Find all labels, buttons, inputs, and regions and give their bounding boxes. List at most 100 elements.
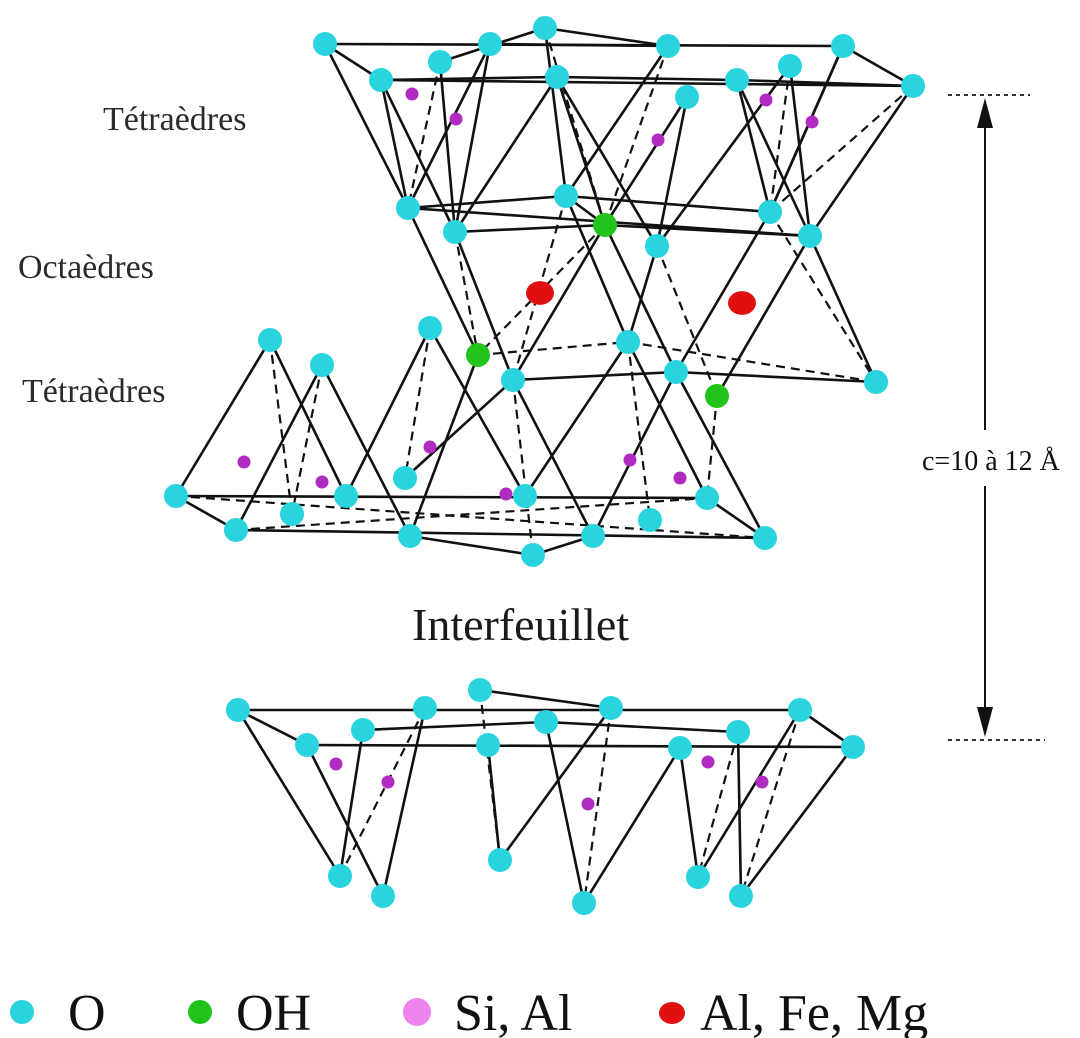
oxygen-atom	[695, 486, 719, 510]
si-al-cation	[701, 755, 715, 769]
bond-line	[477, 340, 629, 357]
si-al-cation	[623, 453, 637, 467]
bond-line	[627, 340, 877, 384]
al-fe-mg-cation	[728, 291, 756, 315]
label-octahedra: Octaèdres	[18, 249, 154, 286]
si-al-cation	[237, 455, 251, 469]
label-interlayer: Interfeuillet	[412, 599, 629, 650]
si-al-cation	[499, 487, 513, 501]
bond-line	[478, 688, 613, 710]
bond-line	[544, 720, 586, 905]
oxygen-atom	[428, 50, 452, 74]
spacing-marker: c=10 à 12 Å	[922, 94, 1061, 741]
bond-line	[511, 223, 607, 382]
bond-line	[344, 326, 432, 498]
bond-line	[582, 746, 682, 905]
oxygen-atom	[798, 224, 822, 248]
bond-line	[543, 26, 670, 48]
bond-line	[478, 689, 502, 861]
bond-line	[603, 45, 670, 226]
oxygen-atom	[725, 68, 749, 92]
bond-line	[603, 95, 689, 227]
bond-line	[453, 231, 480, 356]
oxygen-atom	[501, 368, 525, 392]
oxygen-atom	[295, 733, 319, 757]
oxygen-atom	[638, 508, 662, 532]
bond-line	[735, 78, 915, 88]
oxygen-atom	[645, 234, 669, 258]
al-fe-mg-cation	[526, 281, 554, 305]
oxygen-atom	[351, 718, 375, 742]
bond-line	[379, 78, 410, 210]
oxygen-atom	[729, 884, 753, 908]
bond-line	[705, 395, 719, 499]
oxygen-atom	[371, 884, 395, 908]
si-al-cation	[381, 775, 395, 789]
oxygen-atom	[313, 32, 337, 56]
legend: O OH Si, Al Al, Fe, Mg	[10, 985, 928, 1038]
bond-line	[453, 42, 492, 234]
bond-line	[626, 340, 709, 500]
oxygen-atom	[841, 735, 865, 759]
bond-line	[674, 370, 767, 540]
label-tetrahedra-bottom: Tétraèdres	[22, 373, 165, 410]
oxygen-atom	[476, 733, 500, 757]
bond-line	[339, 707, 426, 877]
oxygen-atom	[418, 316, 442, 340]
arrow-head-up	[977, 98, 993, 128]
oxygen-atom	[164, 484, 188, 508]
oxygen-atom	[280, 502, 304, 526]
bond-line	[555, 75, 659, 248]
bond-line	[406, 42, 492, 210]
bond-line	[544, 720, 740, 734]
oxygen-atom	[668, 736, 692, 760]
legend-hydroxyl-label: OH	[236, 985, 311, 1038]
bond-line	[408, 534, 535, 557]
legend-si-al-icon	[403, 998, 431, 1026]
tetra-bottom-frame	[174, 494, 709, 500]
oxygen-atom	[328, 864, 352, 888]
oxygen-atom	[901, 74, 925, 98]
bond-line	[320, 363, 412, 538]
spacing-label: c=10 à 12 Å	[922, 446, 1061, 477]
bond-line	[403, 327, 432, 479]
oxygen-atom	[664, 360, 688, 384]
si-al-cation	[329, 757, 343, 771]
bond-line	[564, 44, 670, 198]
bond-line	[408, 353, 480, 538]
bond-line	[488, 42, 670, 48]
oxygen-atom	[864, 370, 888, 394]
bond-line	[323, 42, 410, 210]
bond-line	[453, 230, 515, 382]
si-al-cation	[759, 93, 773, 107]
oxygen-atom	[398, 524, 422, 548]
bond-lines	[174, 26, 915, 905]
bond-line	[523, 340, 630, 498]
tetra-top-frame	[841, 44, 915, 88]
arrow-head-down	[977, 707, 993, 737]
bond-line	[379, 75, 559, 82]
oxygen-atom	[758, 200, 782, 224]
oxygen-atom	[572, 891, 596, 915]
oxygen-atom	[675, 85, 699, 109]
si-al-cation	[805, 115, 819, 129]
oxygen-atom	[224, 518, 248, 542]
si-al-cation	[405, 87, 419, 101]
oxygen-atom	[581, 524, 605, 548]
tetra-next-frame	[236, 708, 309, 747]
bond-line	[769, 85, 914, 213]
bond-line	[564, 194, 772, 214]
bond-line	[406, 206, 480, 357]
bond-line	[174, 338, 272, 498]
bond-line	[696, 731, 740, 878]
oxygen-atom	[393, 466, 417, 490]
label-tetrahedra-top: Tétraèdres	[103, 101, 246, 138]
oxygen-atom	[656, 34, 680, 58]
bond-line	[788, 64, 812, 238]
tetra-top-frame	[379, 78, 915, 88]
legend-si-al-label: Si, Al	[454, 985, 573, 1038]
oxygen-atom	[521, 543, 545, 567]
si-al-cation	[449, 112, 463, 126]
oxygen-atom	[226, 698, 250, 722]
oxygen-atom	[334, 484, 358, 508]
